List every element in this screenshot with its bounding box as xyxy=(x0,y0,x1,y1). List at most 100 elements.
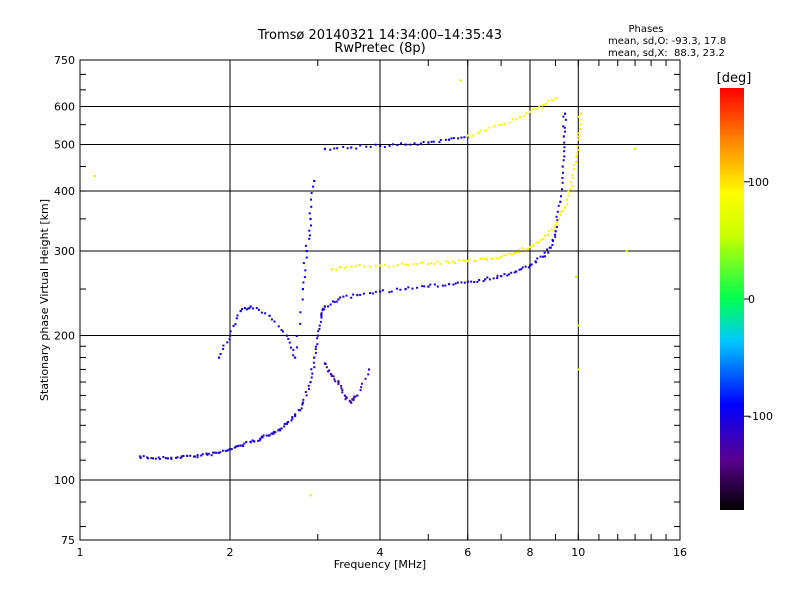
data-point xyxy=(170,457,173,460)
data-point xyxy=(433,262,436,265)
data-point xyxy=(356,293,359,297)
phases-box: Phases mean, sd,O: -93.3, 17.8 mean, sd,… xyxy=(608,24,726,59)
data-point xyxy=(308,234,311,237)
data-point xyxy=(318,324,321,327)
data-point xyxy=(157,456,160,459)
data-point xyxy=(416,143,419,146)
data-point xyxy=(518,268,521,271)
data-point xyxy=(310,224,313,227)
x-axis-ticks: 1 2 4 6 8 10 16 xyxy=(77,60,687,559)
data-point xyxy=(300,407,303,410)
data-point xyxy=(383,146,386,149)
data-point xyxy=(327,370,330,373)
data-point xyxy=(550,228,553,231)
data-point xyxy=(343,266,346,269)
data-point xyxy=(411,287,414,290)
data-point xyxy=(550,99,553,102)
data-point xyxy=(310,376,313,379)
data-point xyxy=(438,141,441,144)
data-point xyxy=(280,427,283,430)
data-point xyxy=(399,288,402,291)
data-point xyxy=(473,260,476,263)
data-point xyxy=(249,441,252,444)
data-point xyxy=(422,261,425,264)
data-point xyxy=(450,137,453,140)
data-point xyxy=(301,401,305,404)
data-point xyxy=(457,137,460,140)
data-point xyxy=(466,280,469,283)
data-point xyxy=(416,286,419,289)
data-point xyxy=(307,384,310,387)
data-point xyxy=(530,263,533,266)
data-point xyxy=(496,277,499,280)
data-point xyxy=(336,147,339,150)
data-point xyxy=(515,251,518,254)
data-point xyxy=(430,140,433,143)
data-point xyxy=(421,285,424,288)
data-point xyxy=(253,440,256,443)
data-point xyxy=(508,121,511,124)
data-point xyxy=(335,268,338,271)
data-point xyxy=(559,195,562,198)
data-point xyxy=(506,274,509,277)
data-point xyxy=(236,314,239,317)
data-point xyxy=(404,143,407,146)
data-point xyxy=(139,455,142,458)
data-point xyxy=(579,127,582,130)
data-point xyxy=(363,292,366,295)
data-point xyxy=(295,335,298,338)
data-point xyxy=(557,218,560,221)
data-point xyxy=(219,352,222,355)
data-point xyxy=(466,134,469,137)
data-point xyxy=(559,214,562,217)
data-point xyxy=(563,146,566,149)
data-point xyxy=(295,346,298,349)
data-point xyxy=(453,262,456,265)
data-point xyxy=(374,290,377,293)
data-point xyxy=(404,263,407,266)
data-point xyxy=(293,356,297,359)
data-point xyxy=(365,145,368,148)
x-tick-label: 8 xyxy=(527,546,534,559)
data-point xyxy=(257,308,260,311)
data-point xyxy=(561,176,564,179)
data-point xyxy=(560,188,563,191)
data-point xyxy=(419,262,422,265)
data-point xyxy=(314,351,317,354)
data-point xyxy=(369,145,372,148)
data-point xyxy=(330,374,333,377)
data-point xyxy=(374,143,377,146)
data-point xyxy=(226,341,229,344)
data-point xyxy=(463,281,466,284)
data-point xyxy=(543,251,546,254)
data-point xyxy=(359,293,362,296)
data-point xyxy=(344,398,347,401)
data-point xyxy=(333,300,336,303)
data-point xyxy=(310,191,313,194)
data-point xyxy=(308,229,311,232)
data-point xyxy=(239,309,242,313)
data-point xyxy=(340,384,343,387)
data-point xyxy=(490,257,493,260)
data-point xyxy=(293,414,297,418)
data-point xyxy=(301,298,304,301)
data-point xyxy=(265,434,268,437)
data-point xyxy=(575,160,578,164)
data-point xyxy=(227,448,230,451)
data-point xyxy=(304,244,307,247)
data-point xyxy=(577,135,580,138)
data-point xyxy=(229,448,232,451)
data-point xyxy=(407,286,410,289)
data-point xyxy=(571,176,574,179)
data-point xyxy=(323,308,326,311)
data-point xyxy=(235,317,238,320)
data-point xyxy=(532,245,535,248)
data-point xyxy=(454,282,457,285)
data-point xyxy=(563,206,567,209)
data-point xyxy=(277,325,280,328)
data-point xyxy=(337,381,340,384)
data-point xyxy=(392,265,395,268)
data-point xyxy=(547,99,550,102)
data-point xyxy=(500,255,503,258)
data-point xyxy=(320,313,323,316)
